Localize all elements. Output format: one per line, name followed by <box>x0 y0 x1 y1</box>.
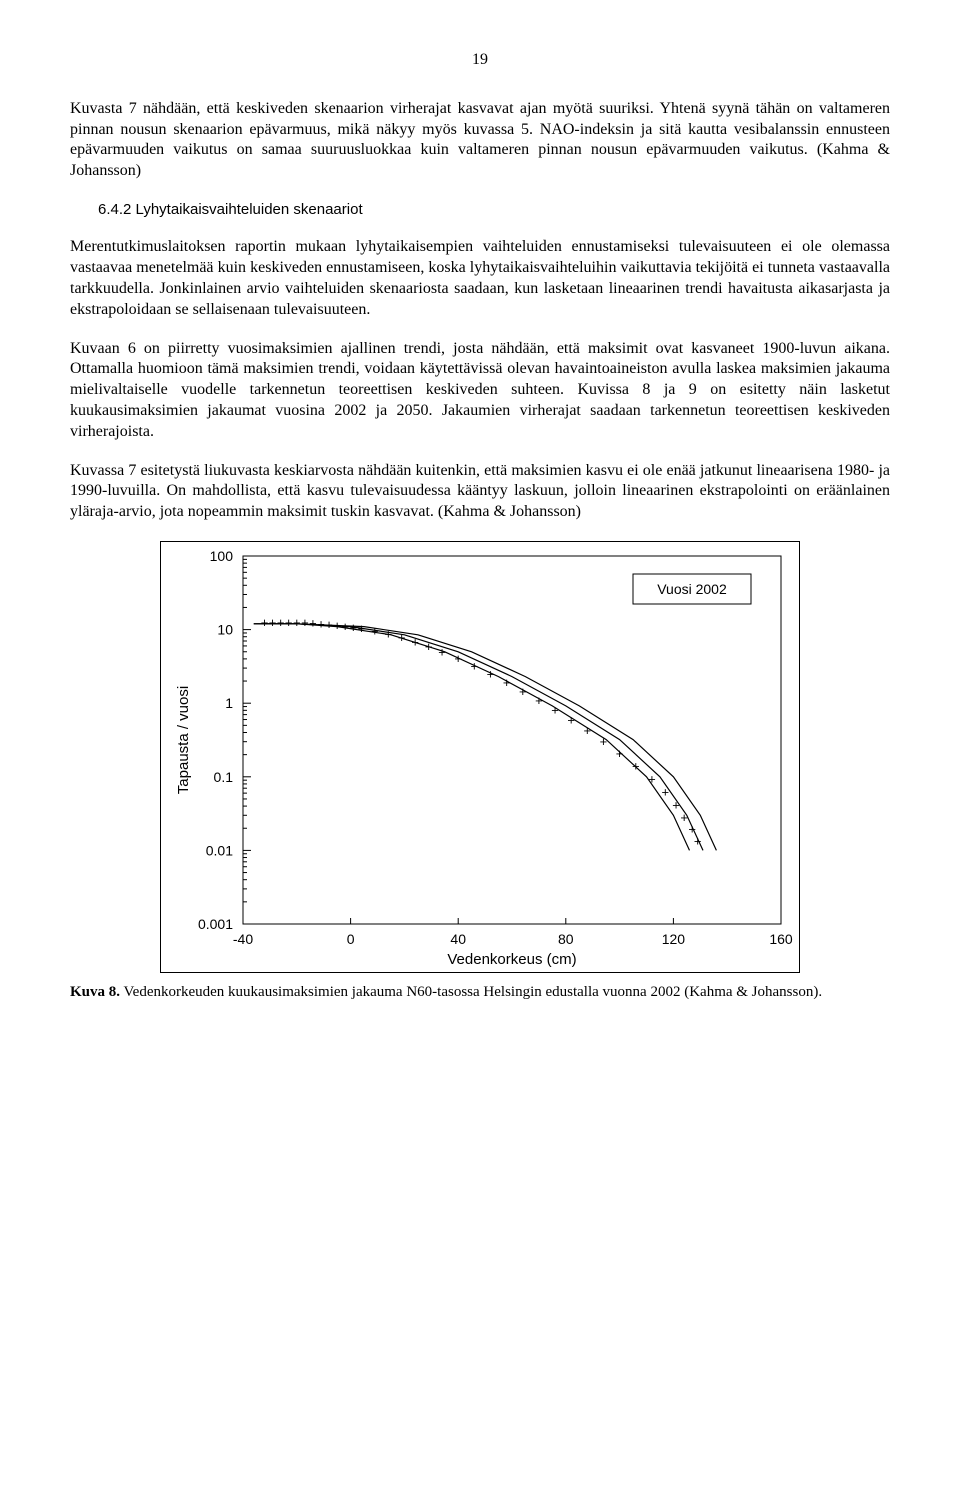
svg-text:+: + <box>301 615 309 630</box>
svg-text:+: + <box>317 616 325 631</box>
page-number: 19 <box>70 50 890 71</box>
paragraph-3: Kuvaan 6 on piirretty vuosimaksimien aja… <box>70 339 890 443</box>
svg-text:+: + <box>285 615 293 630</box>
svg-text:+: + <box>454 651 462 666</box>
svg-text:+: + <box>425 639 433 654</box>
svg-text:120: 120 <box>662 931 686 947</box>
svg-text:+: + <box>384 627 392 642</box>
svg-text:+: + <box>371 624 379 639</box>
svg-text:+: + <box>349 620 357 635</box>
caption-text: Vedenkorkeuden kuukausimaksimien jakauma… <box>120 984 822 1000</box>
svg-text:+: + <box>333 618 341 633</box>
svg-text:+: + <box>309 616 317 631</box>
svg-text:+: + <box>680 810 688 825</box>
svg-text:+: + <box>398 630 406 645</box>
svg-text:+: + <box>600 734 608 749</box>
svg-text:0: 0 <box>347 931 355 947</box>
svg-text:+: + <box>503 675 511 690</box>
paragraph-1: Kuvasta 7 nähdään, että keskiveden skena… <box>70 99 890 182</box>
svg-text:0.01: 0.01 <box>206 842 233 858</box>
svg-text:+: + <box>519 684 527 699</box>
section-heading: 6.4.2 Lyhytaikaisvaihteluiden skenaariot <box>98 200 890 220</box>
svg-text:1: 1 <box>225 695 233 711</box>
svg-text:+: + <box>662 785 670 800</box>
svg-text:+: + <box>358 621 366 636</box>
figure-8-chart: -40 0 40 80 120 160 Vedenkorkeus (cm) 100 10 1 0.1… <box>160 541 800 973</box>
svg-text:+: + <box>341 619 349 634</box>
svg-text:+: + <box>672 798 680 813</box>
svg-text:+: + <box>471 659 479 674</box>
svg-text:0.1: 0.1 <box>214 769 234 785</box>
svg-text:+: + <box>411 634 419 649</box>
caption-label: Kuva 8. <box>70 984 120 1000</box>
svg-text:+: + <box>694 833 702 848</box>
svg-text:+: + <box>261 615 269 630</box>
svg-text:-40: -40 <box>233 931 253 947</box>
svg-text:+: + <box>487 667 495 682</box>
svg-text:160: 160 <box>769 931 793 947</box>
svg-text:40: 40 <box>450 931 466 947</box>
svg-text:+: + <box>616 746 624 761</box>
svg-text:+: + <box>648 772 656 787</box>
svg-text:+: + <box>293 615 301 630</box>
svg-text:+: + <box>584 723 592 738</box>
svg-text:+: + <box>325 617 333 632</box>
svg-text:10: 10 <box>217 622 233 638</box>
paragraph-2: Merentutkimuslaitoksen raportin mukaan l… <box>70 237 890 320</box>
svg-text:Vedenkorkeus (cm): Vedenkorkeus (cm) <box>447 951 576 968</box>
svg-text:+: + <box>277 615 285 630</box>
svg-text:+: + <box>567 713 575 728</box>
svg-text:+: + <box>269 615 277 630</box>
svg-text:Tapausta / vuosi: Tapausta / vuosi <box>175 686 192 794</box>
svg-text:+: + <box>551 703 559 718</box>
svg-text:+: + <box>632 759 640 774</box>
paragraph-4: Kuvassa 7 esitetystä liukuvasta keskiarv… <box>70 461 890 523</box>
svg-text:Vuosi 2002: Vuosi 2002 <box>657 581 727 597</box>
svg-text:0.001: 0.001 <box>198 916 233 932</box>
svg-text:+: + <box>535 693 543 708</box>
svg-text:80: 80 <box>558 931 574 947</box>
figure-8-caption: Kuva 8. Vedenkorkeuden kuukausimaksimien… <box>70 983 890 1003</box>
svg-text:100: 100 <box>210 548 234 564</box>
chart-svg: -40 0 40 80 120 160 Vedenkorkeus (cm) 100 10 1 0.1… <box>161 542 801 972</box>
svg-text:+: + <box>438 645 446 660</box>
